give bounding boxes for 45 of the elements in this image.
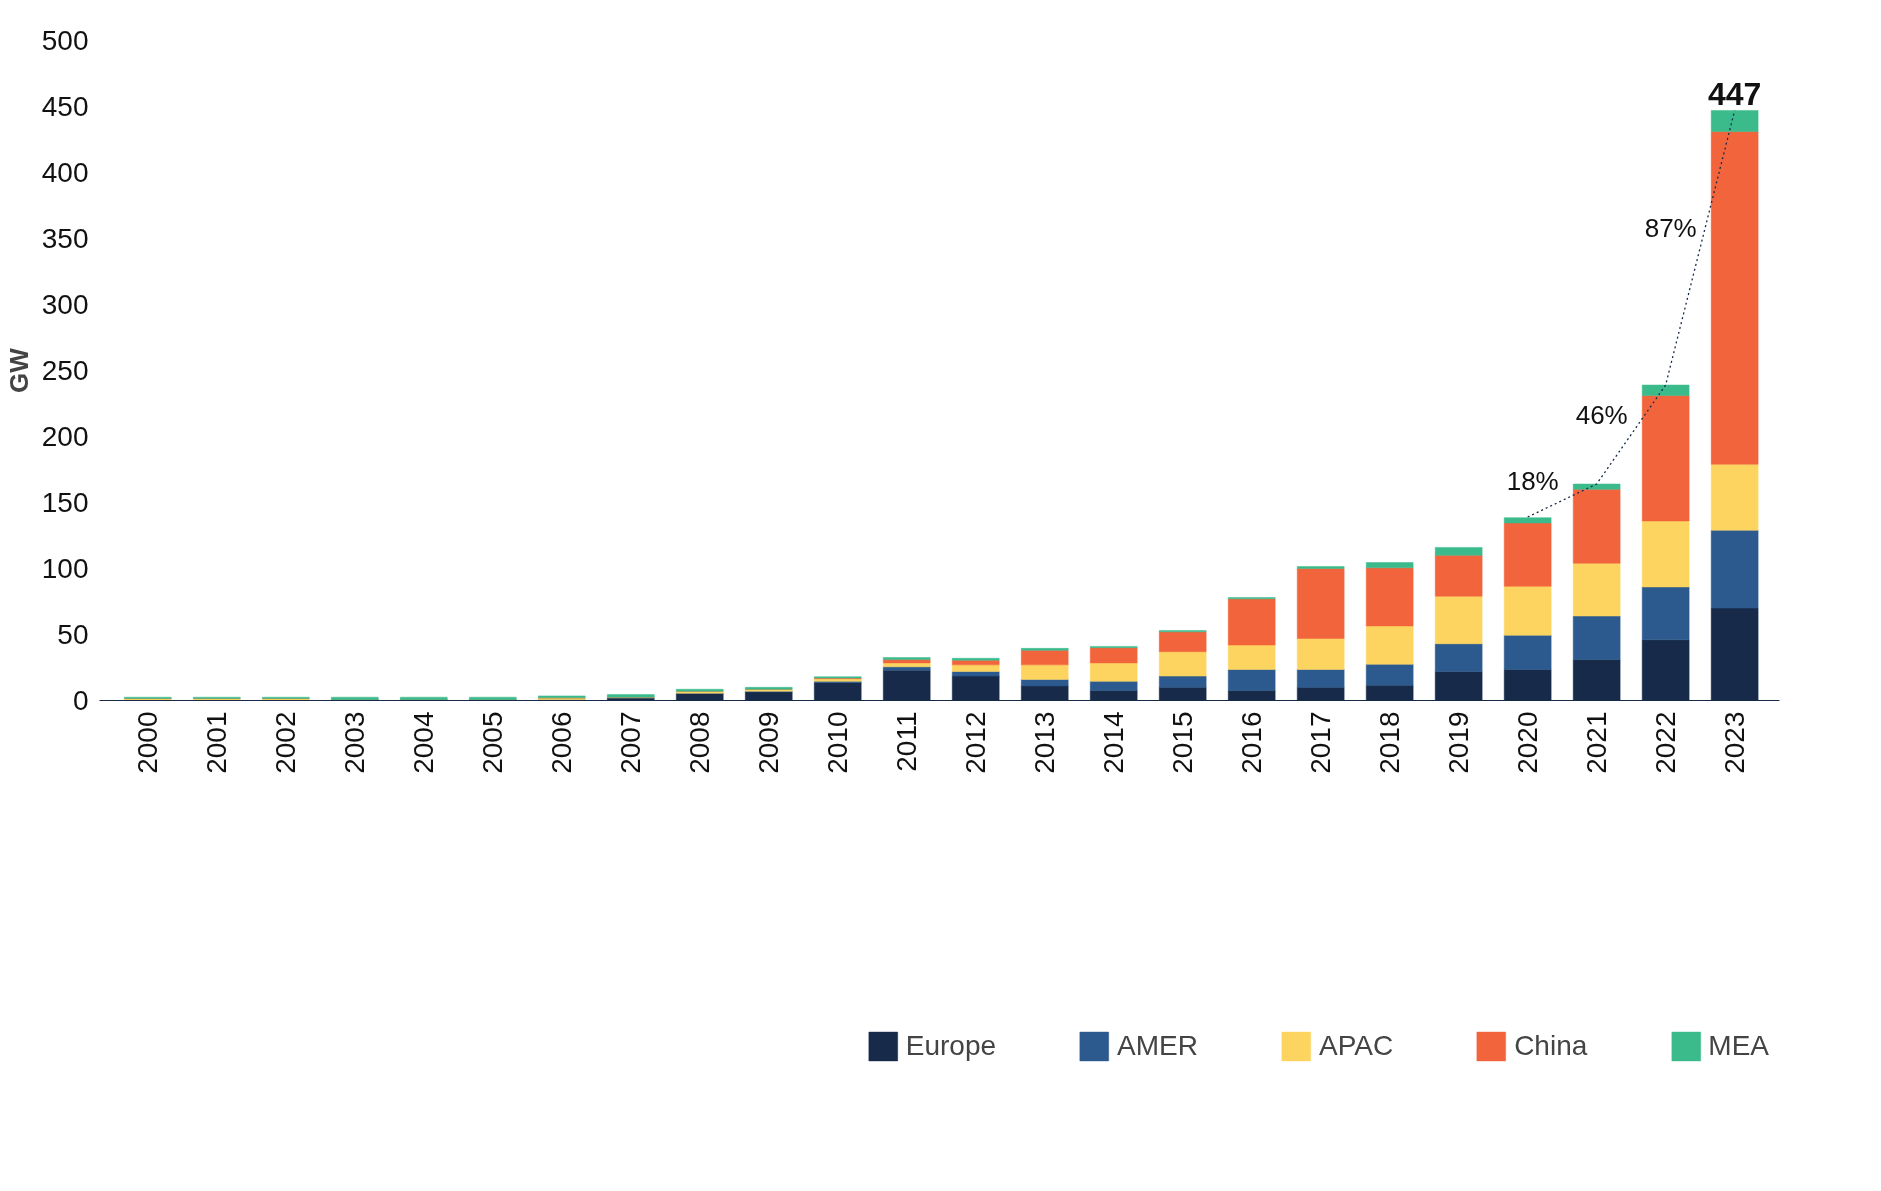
legend-label: China — [1514, 1030, 1588, 1062]
y-tick-label: 50 — [57, 619, 89, 650]
x-tick-label: 2012 — [960, 711, 992, 774]
x-tick-label: 2019 — [1443, 711, 1475, 774]
y-tick-label: 300 — [41, 289, 89, 320]
y-tick-label: 150 — [41, 487, 89, 518]
x-tick-label: 2023 — [1719, 711, 1751, 774]
y-tick-label: 200 — [41, 421, 89, 452]
x-tick-label: 2020 — [1512, 711, 1544, 774]
annotation: 46% — [1575, 399, 1628, 430]
x-tick-label: 2017 — [1305, 711, 1337, 774]
x-tick-label: 2009 — [753, 711, 785, 774]
x-tick-label: 2007 — [615, 711, 647, 774]
y-axis-title: GW — [3, 347, 34, 393]
x-tick-label: 2008 — [684, 711, 716, 774]
y-tick-label: 350 — [41, 223, 89, 254]
y-tick-label: 0 — [72, 685, 89, 716]
x-tick-label: 2004 — [408, 711, 440, 774]
legend-label: AMER — [1117, 1030, 1198, 1062]
x-tick-label: 2015 — [1167, 711, 1199, 774]
y-tick-label: 250 — [41, 355, 89, 386]
x-tick-label: 2011 — [891, 711, 923, 772]
y-tick-label: 100 — [41, 553, 89, 584]
x-tick-label: 2016 — [1236, 711, 1268, 774]
y-tick-label: 500 — [41, 25, 89, 56]
total-label: 447 — [1707, 76, 1762, 113]
x-tick-label: 2013 — [1029, 711, 1061, 774]
legend-label: MEA — [1708, 1030, 1769, 1062]
x-tick-label: 2006 — [546, 711, 578, 774]
x-tick-label: 2005 — [477, 711, 509, 774]
x-tick-label: 2010 — [822, 711, 854, 774]
x-tick-label: 2001 — [201, 711, 233, 774]
y-tick-label: 450 — [41, 91, 89, 122]
annotation: 18% — [1506, 465, 1559, 496]
legend-label: Europe — [905, 1030, 997, 1062]
x-tick-label: 2022 — [1650, 711, 1682, 774]
x-tick-label: 2002 — [270, 711, 302, 774]
x-tick-label: 2000 — [132, 711, 164, 774]
legend-label: APAC — [1318, 1030, 1394, 1062]
y-tick-label: 400 — [41, 157, 89, 188]
annotation: 87% — [1644, 212, 1697, 243]
x-tick-label: 2021 — [1581, 711, 1613, 774]
x-tick-label: 2003 — [339, 711, 371, 774]
x-tick-label: 2014 — [1098, 711, 1130, 774]
x-tick-label: 2018 — [1374, 711, 1406, 774]
